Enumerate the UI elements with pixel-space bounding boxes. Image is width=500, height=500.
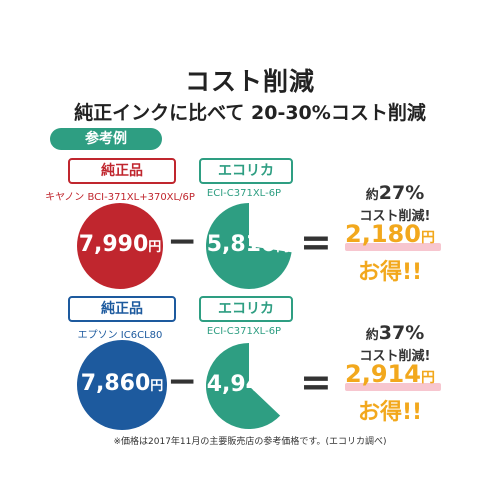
genuine-product-name: エプソン IC6CL80: [77, 330, 163, 341]
minus-sign: −: [167, 221, 198, 262]
eco-price-pie: [206, 203, 292, 289]
eco-product-name: ECI-C371XL-6P: [206, 326, 282, 337]
eco-price: 5,810円: [206, 232, 290, 257]
equals-sign: =: [300, 360, 332, 404]
eco-price-slice: [206, 343, 281, 429]
genuine-label-box: 純正品: [68, 296, 176, 322]
eco-label-box: エコリカ: [199, 296, 293, 322]
minus-sign: −: [167, 361, 198, 402]
genuine-price: 7,860円: [80, 371, 164, 396]
otoku-text: お得!!: [357, 400, 423, 425]
save-amount: 2,180円: [345, 220, 435, 248]
eco-price: 4,946円: [206, 372, 290, 397]
save-text: コスト削減!: [359, 209, 431, 224]
save-percent: 約27%: [365, 182, 425, 204]
eco-price-pie: [206, 343, 281, 429]
otoku-text: お得!!: [357, 260, 423, 285]
equals-sign: =: [300, 220, 332, 264]
example-tag: 参考例: [50, 128, 162, 150]
eco-product-name: ECI-C371XL-6P: [206, 188, 282, 199]
genuine-price-circle: [77, 340, 167, 430]
save-amount: 2,914円: [345, 360, 435, 388]
genuine-price-circle: [77, 203, 163, 289]
page-subtitle: 純正インクに比べて 20-30%コスト削減: [74, 102, 426, 124]
save-percent: 約37%: [365, 322, 425, 344]
eco-label-box: エコリカ: [199, 158, 293, 184]
page-title: コスト削減: [184, 67, 315, 96]
genuine-price: 7,990円: [78, 232, 162, 257]
footnote: ※価格は2017年11月の主要販売店の参考価格です。(エコリカ調べ): [113, 437, 387, 447]
eco-price-slice: [206, 203, 292, 289]
highlight-bar: [345, 243, 441, 251]
genuine-product-name: キヤノン BCI-371XL+370XL/6P: [45, 192, 195, 203]
highlight-bar: [345, 383, 441, 391]
save-text: コスト削減!: [359, 349, 431, 364]
genuine-label-box: 純正品: [68, 158, 176, 184]
